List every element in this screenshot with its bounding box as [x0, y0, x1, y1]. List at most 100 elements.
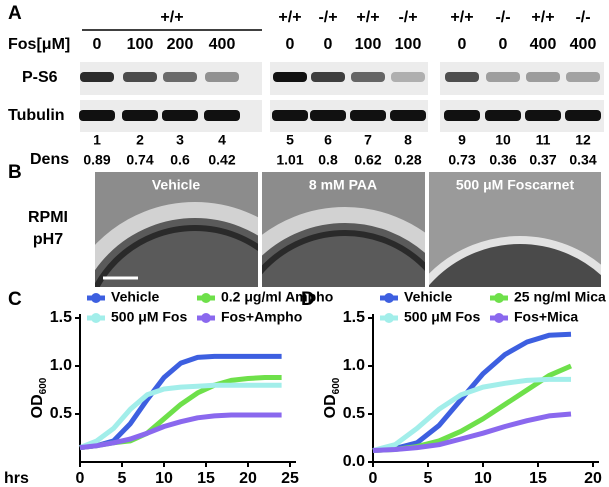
- dens-value: 0.89: [83, 152, 110, 168]
- legend-label: Vehicle: [404, 289, 452, 305]
- lane-number: 10: [495, 132, 511, 148]
- band: [391, 72, 425, 82]
- dens-value: 0.34: [569, 152, 596, 168]
- band: [205, 72, 239, 82]
- fos-label: 0: [93, 36, 102, 53]
- band: [163, 72, 197, 82]
- x-tick-label: 5: [118, 470, 127, 487]
- legend-marker: [494, 313, 504, 323]
- legend-label: Vehicle: [111, 289, 159, 305]
- y-axis-label-sub: 600: [331, 377, 342, 394]
- fos-label: 100: [395, 36, 422, 53]
- x-tick-label: 10: [155, 470, 173, 487]
- lane-number: 7: [364, 132, 372, 148]
- band: [444, 110, 480, 121]
- fos-label: 0: [499, 36, 508, 53]
- series-line: [372, 376, 571, 453]
- legend-label: 500 μM Fos: [111, 309, 187, 325]
- genotype-label: +/+: [450, 9, 473, 26]
- legend-marker: [384, 313, 394, 323]
- y-tick-label: 1.0: [343, 357, 365, 374]
- condition-label: RPMI: [28, 209, 68, 226]
- row-label: Fos[μM]: [8, 36, 70, 53]
- lane-number: 11: [536, 132, 551, 148]
- y-tick-label: 0.0: [343, 453, 365, 470]
- y-tick-label: 1.0: [50, 357, 72, 374]
- band: [526, 72, 560, 82]
- dens-value: 0.37: [529, 152, 556, 168]
- legend-marker: [201, 293, 211, 303]
- band: [351, 72, 385, 82]
- fos-label: 200: [167, 36, 194, 53]
- legend-label: Fos+Mica: [514, 309, 578, 325]
- fos-label: 400: [570, 36, 597, 53]
- band: [390, 110, 426, 121]
- image-label: 8 mM PAA: [309, 177, 377, 193]
- y-axis-label: OD600: [322, 377, 341, 418]
- lane-number: 8: [404, 132, 412, 148]
- dens-value: 0.8: [318, 152, 338, 168]
- band: [272, 110, 308, 121]
- dens-value: 1.01: [276, 152, 303, 168]
- panel-label: D: [301, 289, 315, 310]
- lane-number: 4: [218, 132, 226, 148]
- genotype-label: -/-: [495, 9, 510, 26]
- band: [445, 72, 479, 82]
- row-label: Dens: [30, 151, 69, 168]
- band: [485, 110, 521, 121]
- band: [525, 110, 561, 121]
- y-tick-label: 0.5: [50, 405, 72, 422]
- y-tick-label: 0.5: [343, 405, 365, 422]
- dens-value: 0.62: [354, 152, 381, 168]
- genotype-label: +/+: [160, 9, 183, 26]
- y-tick-label: 1.5: [343, 309, 365, 326]
- band: [486, 72, 520, 82]
- legend-marker: [384, 293, 394, 303]
- x-tick-label: 25: [281, 470, 299, 487]
- panel-label: C: [8, 289, 22, 310]
- legend-marker: [494, 293, 504, 303]
- fos-label: 100: [355, 36, 382, 53]
- y-axis-label-sub: 600: [38, 377, 49, 394]
- lane-number: 9: [458, 132, 466, 148]
- lane-number: 1: [93, 132, 101, 148]
- lane-number: 2: [136, 132, 144, 148]
- band: [123, 72, 157, 82]
- x-tick-label: 10: [474, 470, 492, 487]
- series-line: [79, 412, 282, 451]
- legend-label: 25 ng/ml Mica: [514, 289, 606, 305]
- band: [80, 72, 114, 82]
- series-line: [372, 411, 572, 453]
- fos-label: 0: [324, 36, 333, 53]
- lane-number: 12: [575, 132, 591, 148]
- image-label: Vehicle: [152, 177, 200, 193]
- fos-label: 0: [286, 36, 295, 53]
- legend-marker: [201, 313, 211, 323]
- x-tick-label: 0: [369, 470, 378, 487]
- condition-label: pH7: [33, 231, 63, 248]
- dens-value: 0.74: [126, 152, 153, 168]
- genotype-label: +/+: [531, 9, 554, 26]
- x-tick-label: 20: [239, 470, 257, 487]
- lane-number: 3: [176, 132, 184, 148]
- legend-label: 0.2 μg/ml Ampho: [221, 289, 333, 305]
- y-axis-label-main: OD: [29, 394, 46, 418]
- x-tick-label: 20: [584, 470, 602, 487]
- x-tick-label: 15: [529, 470, 547, 487]
- y-axis-label: OD600: [29, 377, 48, 418]
- band: [273, 72, 307, 82]
- x-tick-label: 5: [424, 470, 433, 487]
- micrograph: [262, 172, 425, 287]
- micrograph: [429, 172, 601, 287]
- x-tick-label: 0: [76, 470, 85, 487]
- genotype-label: +/+: [356, 9, 379, 26]
- series-line: [79, 382, 282, 450]
- dens-value: 0.28: [394, 152, 421, 168]
- y-axis-label-main: OD: [322, 394, 339, 418]
- lane-number: 6: [324, 132, 332, 148]
- x-axis-label: hrs: [4, 470, 29, 487]
- dens-value: 0.73: [448, 152, 475, 168]
- band: [566, 72, 600, 82]
- genotype-label: -/-: [575, 9, 590, 26]
